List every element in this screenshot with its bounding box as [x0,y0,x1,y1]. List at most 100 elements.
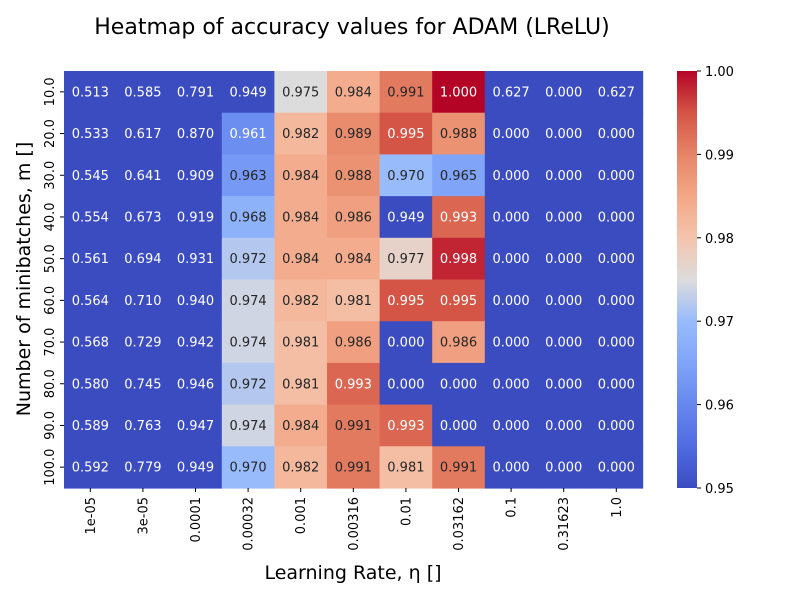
cell-value-label: 0.970 [387,169,424,184]
heatmap-cell [221,237,275,281]
cell-value-label: 0.982 [282,294,319,309]
heatmap-cell [484,71,538,114]
colorbar-tick-label: 0.97 [705,315,734,330]
cell-value-label: 0.984 [282,169,319,184]
cell-value-label: 0.000 [545,210,582,225]
heatmap-cell [537,154,591,197]
heatmap-cell [379,362,433,406]
cell-value-label: 0.909 [177,169,214,184]
heatmap-cell [64,404,118,447]
cell-value-label: 0.984 [335,252,372,267]
cell-value-label: 0.993 [335,377,372,392]
cell-value-label: 0.981 [282,336,319,351]
cell-value-label: 0.977 [387,252,424,267]
cell-value-label: 0.000 [545,127,582,142]
cell-value-label: 0.000 [598,169,635,184]
cell-value-label: 0.995 [387,127,424,142]
heatmap-cell [484,321,538,364]
cell-value-label: 0.949 [229,85,266,100]
heatmap-cell [64,154,118,197]
cell-value-label: 0.000 [492,252,529,267]
heatmap-cell [537,404,591,447]
y-tick-label: 10.0 [43,77,58,106]
cell-value-label: 0.989 [335,127,372,142]
heatmap-cell [432,446,486,489]
heatmap-cell [537,196,591,239]
heatmap-cell [221,112,275,155]
heatmap-cell [327,446,381,489]
heatmap-cell [537,446,591,489]
heatmap-cell [537,71,591,114]
heatmap-cell [379,446,433,489]
heatmap-cell [221,362,275,406]
cell-value-label: 0.981 [387,461,424,476]
heatmap-cell [116,112,170,155]
heatmap-cell [432,237,486,281]
heatmap-cell [484,446,538,489]
cell-value-label: 0.564 [72,294,109,309]
cell-value-label: 0.000 [492,169,529,184]
x-tick-label: 0.001 [294,497,309,534]
cell-value-label: 0.981 [335,294,372,309]
cell-value-label: 0.986 [440,336,477,351]
cell-value-label: 0.982 [282,461,319,476]
heatmap-cell [327,112,381,155]
heatmap-cell [221,404,275,447]
y-tick-label: 20.0 [43,119,58,148]
heatmap-cell [221,279,275,322]
y-tick-label: 50.0 [43,244,58,273]
cell-value-label: 0.946 [177,377,214,392]
y-axis-label: Number of minibatches, m [] [13,142,35,417]
heatmap-cell [169,362,223,406]
heatmap-cell [432,154,486,197]
cell-value-label: 0.993 [440,210,477,225]
cell-value-label: 0.988 [335,169,372,184]
cell-value-label: 0.592 [72,461,109,476]
cell-value-label: 0.991 [387,85,424,100]
cell-value-label: 0.000 [492,127,529,142]
heatmap-cell [590,112,644,155]
cell-value-label: 0.965 [440,169,477,184]
cell-value-label: 0.947 [177,419,214,434]
y-tick-label: 30.0 [43,161,58,190]
cell-value-label: 0.991 [440,461,477,476]
cell-value-label: 0.000 [545,169,582,184]
cell-value-label: 0.986 [335,210,372,225]
cell-value-label: 0.988 [440,127,477,142]
cell-value-label: 0.779 [124,461,161,476]
y-tick-label: 70.0 [43,328,58,357]
heatmap-cell [379,154,433,197]
cell-value-label: 0.949 [177,461,214,476]
heatmap-cell [432,404,486,447]
cell-value-label: 0.942 [177,336,214,351]
heatmap-cell [432,71,486,114]
cell-value-label: 0.870 [177,127,214,142]
x-tick-label: 0.01 [399,497,414,526]
cell-value-label: 0.991 [335,461,372,476]
heatmap-cell [379,71,433,114]
cell-value-label: 0.000 [492,461,529,476]
heatmap-cell [274,237,328,281]
chart-title: Heatmap of accuracy values for ADAM (LRe… [94,15,609,40]
heatmap-cell [116,362,170,406]
heatmap-cell [379,321,433,364]
cell-value-label: 0.000 [492,377,529,392]
x-tick-label: 0.03162 [452,497,467,551]
cell-value-label: 0.993 [387,419,424,434]
heatmap-cell [221,154,275,197]
heatmap-cell [169,404,223,447]
cell-value-label: 0.000 [598,127,635,142]
heatmap-cell [432,196,486,239]
x-tick-label: 0.0001 [189,497,204,543]
heatmap-cell [327,321,381,364]
heatmap-cell [116,154,170,197]
heatmap-cell [221,71,275,114]
colorbar-tick-label: 1.00 [705,65,734,80]
cell-value-label: 0.919 [177,210,214,225]
heatmap-cell [169,321,223,364]
cell-value-label: 0.940 [177,294,214,309]
heatmap-cell [169,196,223,239]
cell-value-label: 0.974 [229,336,266,351]
y-tick-label: 100.0 [43,449,58,486]
cell-value-label: 0.000 [387,336,424,351]
